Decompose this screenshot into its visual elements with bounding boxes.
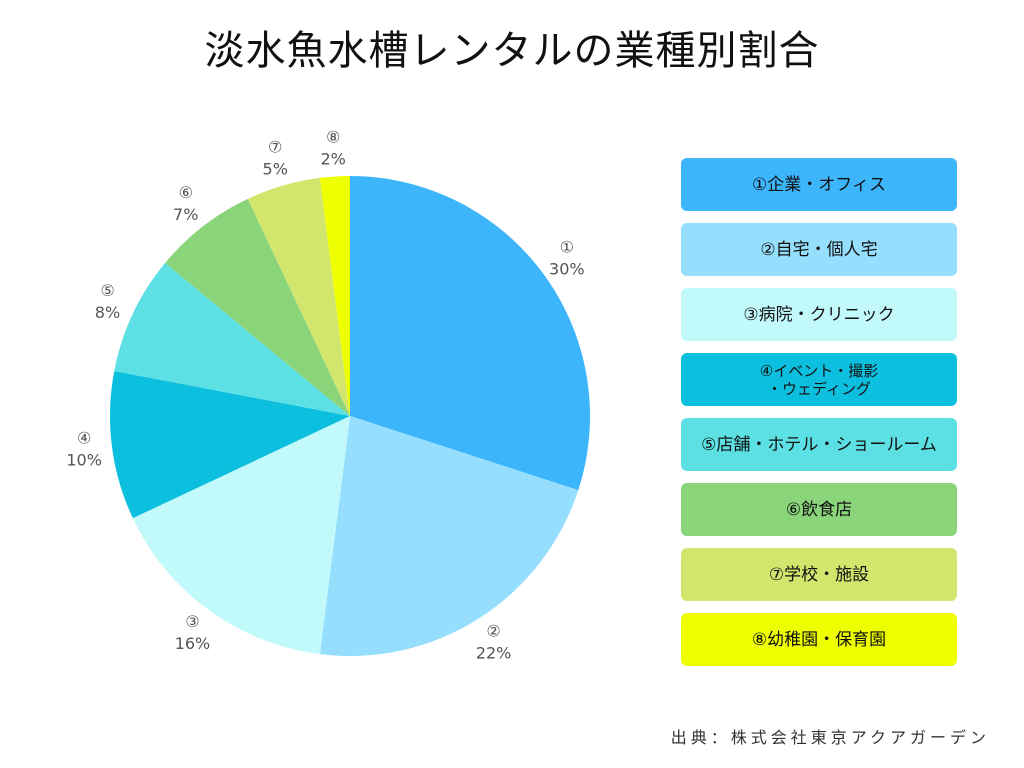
slice-marker-2: ② — [486, 621, 500, 640]
legend-item-6: ⑥飲食店 — [681, 483, 957, 536]
slice-percent-2: 22% — [476, 643, 512, 662]
slice-percent-4: 10% — [66, 451, 102, 470]
pie-chart: ① 30% ② 22% ③ 16% ④ 10% ⑤ 8% ⑥ 7% ⑦ 5% ⑧ 2% — [66, 128, 590, 662]
pie-slice-6 — [165, 198, 350, 416]
pie-slice-5 — [114, 263, 350, 416]
slice-percent-6: 7% — [173, 205, 198, 224]
legend-item-5: ⑤店舗・ホテル・ショールーム — [681, 418, 957, 471]
slice-marker-7: ⑦ — [268, 138, 282, 157]
slice-marker-6: ⑥ — [179, 183, 193, 202]
slice-marker-8: ⑧ — [326, 128, 340, 147]
slice-marker-4: ④ — [77, 429, 91, 448]
slice-marker-5: ⑤ — [100, 281, 114, 300]
pie-slice-2 — [319, 416, 579, 657]
legend-item-2: ②自宅・個人宅 — [681, 223, 957, 276]
pie-slice-7 — [247, 177, 350, 416]
pie-slice-3 — [132, 416, 350, 655]
pie-slice-1 — [350, 176, 590, 491]
pie-slice-8 — [319, 176, 350, 416]
slice-percent-1: 30% — [549, 259, 585, 278]
slice-percent-8: 2% — [320, 150, 345, 169]
slice-percent-5: 8% — [95, 303, 120, 322]
legend-item-3: ③病院・クリニック — [681, 288, 957, 341]
pie-slice-4 — [110, 371, 351, 519]
chart-title: 淡水魚水槽レンタルの業種別割合 — [204, 28, 820, 74]
slice-percent-7: 5% — [263, 160, 288, 179]
slice-percent-3: 16% — [175, 634, 211, 653]
slice-marker-1: ① — [560, 237, 574, 256]
legend-item-8: ⑧幼稚園・保育園 — [681, 613, 957, 666]
legend-item-7: ⑦学校・施設 — [681, 548, 957, 601]
legend-item-1: ①企業・オフィス — [681, 158, 957, 211]
source-note: 出典：株式会社東京アクアガーデン — [670, 728, 990, 747]
slice-marker-3: ③ — [185, 612, 199, 631]
legend-item-4: ④イベント・撮影 ・ウェディング — [681, 353, 957, 406]
legend: ①企業・オフィス ②自宅・個人宅 ③病院・クリニック ④イベント・撮影 ・ウェディング… — [681, 158, 957, 678]
